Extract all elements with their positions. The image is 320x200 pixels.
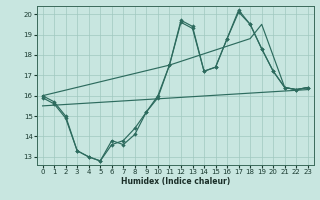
X-axis label: Humidex (Indice chaleur): Humidex (Indice chaleur): [121, 177, 230, 186]
